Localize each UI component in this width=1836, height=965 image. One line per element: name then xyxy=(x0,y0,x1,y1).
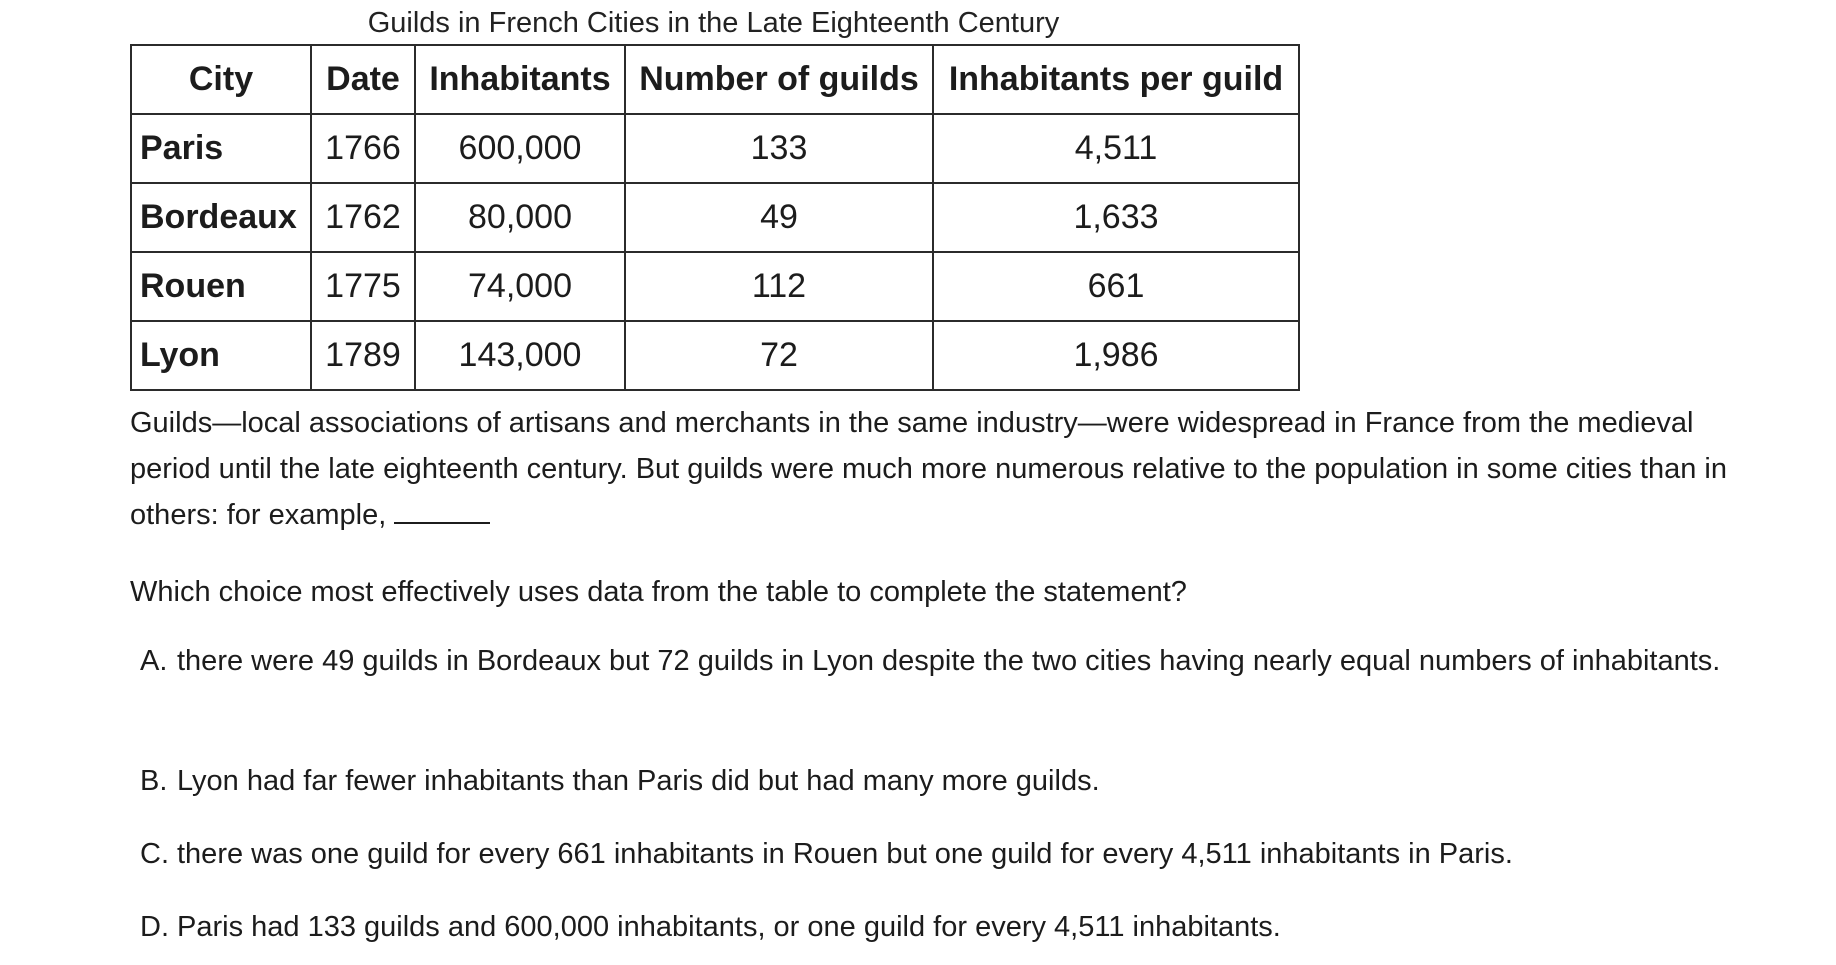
header-inhabitants: Inhabitants xyxy=(414,44,626,115)
cell-city: Paris xyxy=(130,113,312,184)
answer-choice-d[interactable]: D. Paris had 133 guilds and 600,000 inha… xyxy=(140,904,1740,950)
cell-date: 1789 xyxy=(310,320,416,391)
cell-inhabitants: 600,000 xyxy=(414,113,626,184)
cell-number-of-guilds: 72 xyxy=(624,320,934,391)
header-city: City xyxy=(130,44,312,115)
passage: Guilds—local associations of artisans an… xyxy=(130,400,1770,538)
answer-choice-c[interactable]: C. there was one guild for every 661 inh… xyxy=(140,831,1740,877)
cell-city: Rouen xyxy=(130,251,312,322)
answer-blank xyxy=(394,492,491,524)
choice-letter: A. xyxy=(140,645,168,677)
cell-date: 1775 xyxy=(310,251,416,322)
table-row: Lyon 1789 143,000 72 1,986 xyxy=(130,320,1300,391)
choice-text: there were 49 guilds in Bordeaux but 72 … xyxy=(177,645,1721,677)
table-row: Paris 1766 600,000 133 4,511 xyxy=(130,113,1300,184)
choice-letter: B. xyxy=(140,765,168,797)
cell-city: Bordeaux xyxy=(130,182,312,253)
passage-text: Guilds—local associations of artisans an… xyxy=(130,407,1727,531)
choice-text: Paris had 133 guilds and 600,000 inhabit… xyxy=(177,911,1281,943)
choice-letter: C. xyxy=(140,838,169,870)
table-row: Rouen 1775 74,000 112 661 xyxy=(130,251,1300,322)
guilds-table: City Date Inhabitants Number of guilds I… xyxy=(130,44,1300,391)
cell-city: Lyon xyxy=(130,320,312,391)
table-row: Bordeaux 1762 80,000 49 1,633 xyxy=(130,182,1300,253)
cell-inhabitants: 74,000 xyxy=(414,251,626,322)
cell-number-of-guilds: 133 xyxy=(624,113,934,184)
cell-number-of-guilds: 49 xyxy=(624,182,934,253)
cell-inhabitants-per-guild: 4,511 xyxy=(932,113,1300,184)
question-prompt: Which choice most effectively uses data … xyxy=(130,576,1187,608)
cell-inhabitants: 143,000 xyxy=(414,320,626,391)
cell-number-of-guilds: 112 xyxy=(624,251,934,322)
header-number-of-guilds: Number of guilds xyxy=(624,44,934,115)
choice-text: there was one guild for every 661 inhabi… xyxy=(177,838,1513,870)
answer-choice-b[interactable]: B. Lyon had far fewer inhabitants than P… xyxy=(140,758,1740,804)
table-caption: Guilds in French Cities in the Late Eigh… xyxy=(367,7,1060,39)
cell-date: 1762 xyxy=(310,182,416,253)
table-header-row: City Date Inhabitants Number of guilds I… xyxy=(130,44,1300,115)
choice-letter: D. xyxy=(140,911,169,943)
cell-inhabitants: 80,000 xyxy=(414,182,626,253)
cell-inhabitants-per-guild: 661 xyxy=(932,251,1300,322)
cell-inhabitants-per-guild: 1,986 xyxy=(932,320,1300,391)
header-inhabitants-per-guild: Inhabitants per guild xyxy=(932,44,1300,115)
answer-choice-a[interactable]: A. there were 49 guilds in Bordeaux but … xyxy=(140,638,1740,684)
cell-inhabitants-per-guild: 1,633 xyxy=(932,182,1300,253)
header-date: Date xyxy=(310,44,416,115)
choice-text: Lyon had far fewer inhabitants than Pari… xyxy=(177,765,1100,797)
cell-date: 1766 xyxy=(310,113,416,184)
